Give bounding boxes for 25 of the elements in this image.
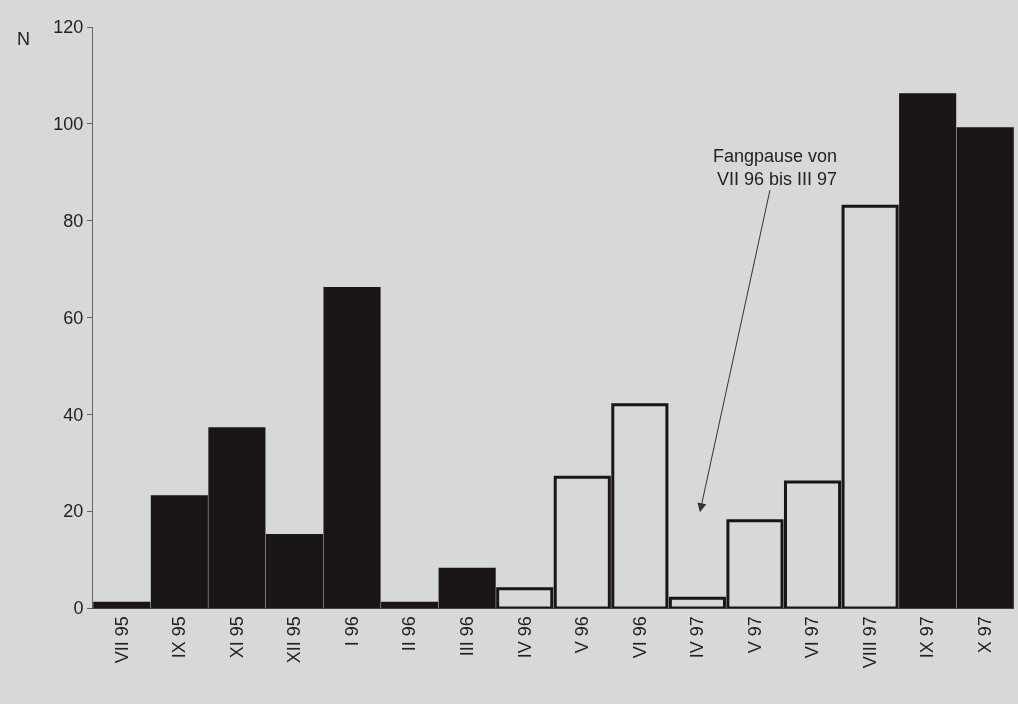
x-tick-label: V 96 [572, 616, 593, 654]
x-tick-label: X 97 [975, 616, 996, 654]
x-tick-label: III 96 [457, 616, 478, 657]
x-tick-label: IX 95 [169, 616, 190, 659]
annotation: Fangpause von VII 96 bis III 97 [713, 146, 838, 190]
x-tick-label: I 96 [341, 616, 362, 647]
x-tick-label: VI 96 [629, 616, 650, 659]
x-tick-label: XI 95 [226, 616, 247, 659]
y-tick-label: 40 [63, 404, 84, 425]
y-tick-label: 20 [63, 501, 84, 522]
x-tick-label: IV 96 [514, 616, 535, 659]
x-tick-label: VI 97 [802, 616, 823, 659]
x-tick-label: VIII 97 [859, 616, 880, 669]
x-tick-label: XII 95 [284, 616, 305, 664]
x-tick-label: VII 95 [111, 616, 132, 664]
y-tick-label: 60 [63, 307, 84, 328]
y-tick-label: 120 [53, 17, 84, 38]
y-tick-label: 100 [53, 114, 84, 135]
y-tick-label: 0 [73, 598, 84, 619]
x-tick-label: II 96 [399, 616, 420, 652]
x-tick-label: IX 97 [917, 616, 938, 659]
x-tick-label: IV 97 [687, 616, 708, 659]
y-axis-title: N [17, 29, 30, 49]
y-tick-label: 80 [63, 210, 84, 231]
x-tick-label: V 97 [744, 616, 765, 654]
